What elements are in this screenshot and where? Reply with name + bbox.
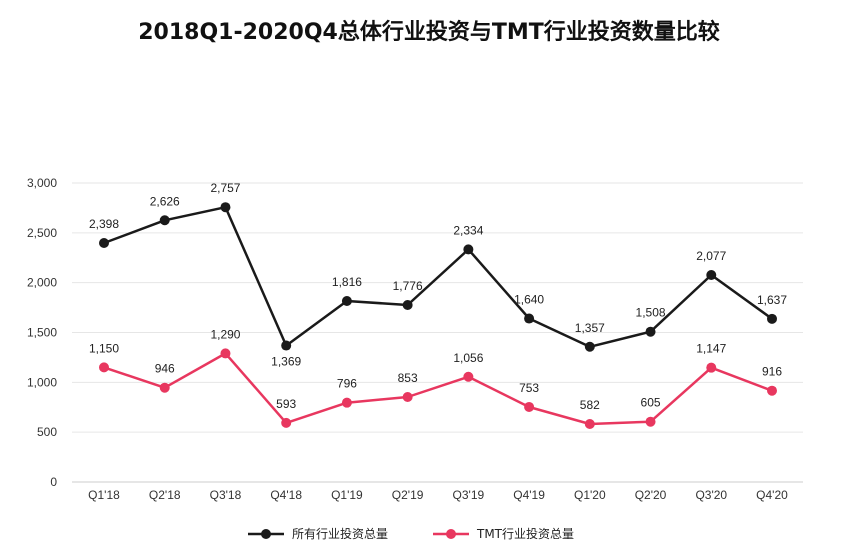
data-point: [767, 313, 777, 324]
data-point: [767, 385, 777, 396]
data-point: [220, 348, 231, 359]
gridlines: [72, 182, 803, 483]
x-tick-label: Q2'18: [149, 488, 181, 502]
data-label: 1,776: [393, 279, 423, 293]
data-label: 946: [155, 362, 175, 376]
y-tick-label: 3,000: [27, 176, 57, 190]
series-line-1: [103, 205, 773, 349]
x-tick-label: Q3'19: [453, 488, 485, 502]
data-label: 2,077: [696, 249, 726, 263]
data-label: 1,290: [210, 327, 240, 341]
data-label: 2,757: [210, 181, 240, 195]
data-point: [463, 244, 474, 255]
legend: 所有行业投资总量 TMT行业投资总量: [248, 526, 574, 541]
data-point: [281, 417, 292, 428]
y-tick-label: 2,500: [27, 226, 57, 240]
x-tick-label: Q1'19: [331, 488, 363, 502]
x-tick-label: Q1'18: [88, 488, 120, 502]
y-tick-label: 0: [50, 475, 57, 489]
data-label: 796: [337, 377, 357, 391]
data-label: 2,398: [89, 217, 119, 231]
data-label: 2,626: [150, 194, 180, 208]
legend-marker: [446, 529, 456, 539]
data-point: [584, 341, 595, 352]
y-tick-label: 1,500: [27, 326, 57, 340]
legend-label: TMT行业投资总量: [476, 526, 574, 541]
y-tick-label: 1,000: [27, 375, 57, 389]
data-point: [220, 202, 231, 213]
data-label: 753: [519, 381, 539, 395]
data-point: [402, 299, 413, 310]
data-point: [524, 313, 535, 324]
x-tick-label: Q3'18: [210, 488, 242, 502]
data-label: 1,357: [575, 321, 605, 335]
x-tick-label: Q3'20: [695, 488, 727, 502]
data-point: [281, 340, 292, 351]
data-label: 1,640: [514, 293, 544, 307]
data-point: [645, 326, 656, 337]
y-tick-label: 2,000: [27, 276, 57, 290]
data-point: [99, 237, 109, 248]
data-point: [159, 215, 170, 226]
data-point: [463, 371, 474, 382]
data-label: 2,334: [453, 223, 483, 237]
data-point: [584, 418, 595, 429]
series-points: [99, 202, 777, 429]
data-point: [645, 416, 656, 427]
x-axis: Q1'18 Q2'18 Q3'18 Q4'18 Q1'19 Q2'19 Q3'19 Q4'19…: [88, 488, 788, 502]
x-tick-label: Q2'19: [392, 488, 424, 502]
data-label: 1,816: [332, 275, 362, 289]
legend-label: 所有行业投资总量: [292, 526, 388, 541]
data-label: 1,150: [89, 341, 119, 355]
y-axis: 0 500 1,000 1,500 2,000 2,500 3,000: [27, 176, 57, 489]
data-labels: 2,398 2,626 2,757 1,369 1,816 1,776 2,334 1,640…: [89, 181, 787, 412]
x-tick-label: Q2'20: [635, 488, 667, 502]
x-tick-label: Q1'20: [574, 488, 606, 502]
data-point: [524, 401, 535, 412]
legend-marker: [261, 529, 271, 539]
y-tick-label: 500: [37, 425, 57, 439]
data-point: [706, 362, 717, 373]
data-label: 1,637: [757, 293, 787, 307]
data-point: [402, 391, 413, 402]
data-label: 916: [762, 365, 782, 379]
data-label: 1,369: [271, 355, 301, 369]
x-tick-label: Q4'20: [756, 488, 788, 502]
data-label: 1,056: [453, 351, 483, 365]
data-label: 1,508: [636, 306, 666, 320]
data-label: 582: [580, 398, 600, 412]
data-label: 593: [276, 397, 296, 411]
series-lines: [103, 205, 773, 426]
data-label: 1,147: [696, 342, 726, 356]
x-tick-label: Q4'19: [513, 488, 545, 502]
x-tick-label: Q4'18: [270, 488, 302, 502]
data-label: 605: [641, 396, 661, 410]
data-label: 853: [398, 371, 418, 385]
data-point: [159, 382, 170, 393]
data-point: [341, 296, 352, 307]
data-point: [341, 397, 352, 408]
chart-title: 2018Q1-2020Q4总体行业投资与TMT行业投资数量比较: [138, 20, 720, 45]
series-line-2: [103, 352, 773, 426]
data-point: [99, 362, 109, 373]
data-point: [706, 269, 717, 280]
